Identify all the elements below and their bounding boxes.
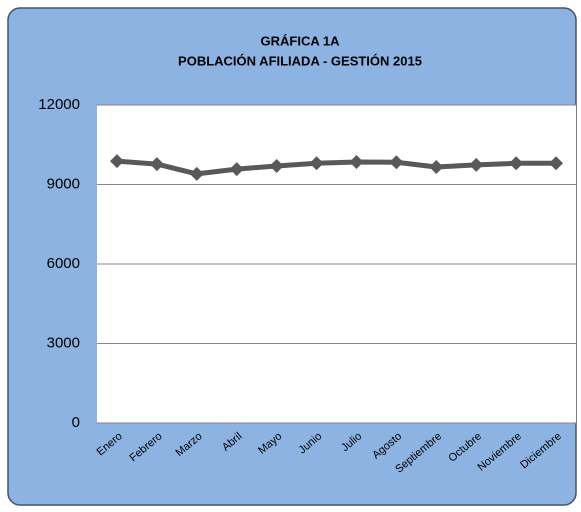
data-point (229, 162, 244, 177)
y-tick-label: 9000 (47, 175, 80, 192)
data-point (149, 157, 164, 172)
y-tick-label: 0 (72, 414, 80, 431)
y-tick-label: 12000 (38, 96, 80, 113)
data-point (349, 154, 364, 169)
data-point (309, 156, 324, 171)
chart-title: GRÁFICA 1A (261, 33, 341, 48)
y-tick-label: 6000 (47, 255, 80, 272)
data-point (269, 158, 284, 173)
data-point (549, 156, 564, 171)
data-point (109, 154, 124, 169)
data-point (469, 157, 484, 172)
data-point (189, 166, 204, 181)
data-point (429, 160, 444, 175)
chart-subtitle: POBLACIÓN AFILIADA - GESTIÓN 2015 (178, 53, 422, 68)
data-point (389, 155, 404, 170)
y-tick-label: 3000 (47, 334, 80, 351)
data-point (509, 156, 524, 171)
